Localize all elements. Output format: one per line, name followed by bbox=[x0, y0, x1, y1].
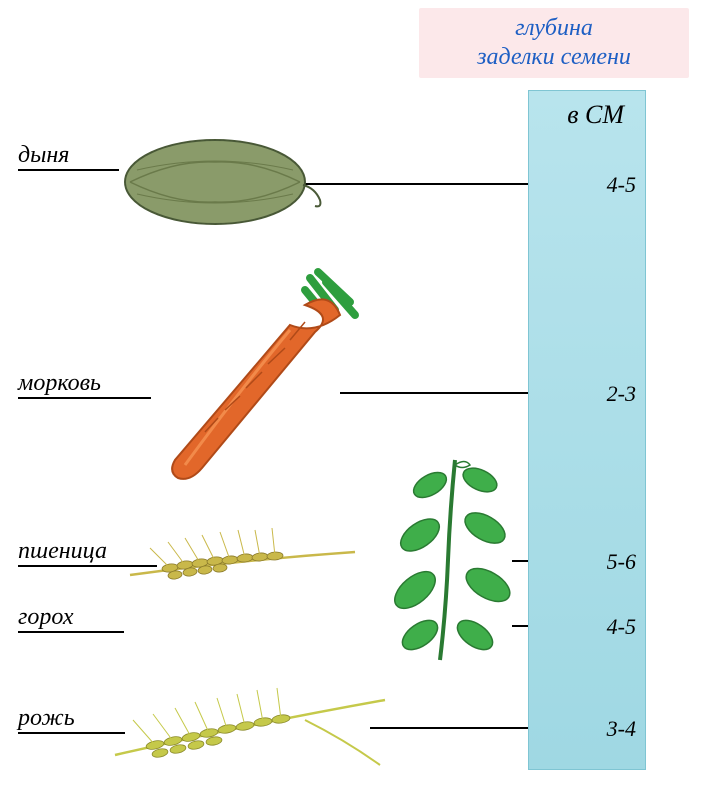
label-carrot: морковь bbox=[18, 370, 151, 399]
depth-rye: 3-4 bbox=[607, 716, 636, 742]
tick-rye bbox=[512, 727, 528, 729]
header-line2: заделки семени bbox=[429, 43, 679, 72]
wheat-icon bbox=[120, 520, 360, 600]
depth-melon: 4-5 bbox=[607, 172, 636, 198]
header-box: глубина заделки семени bbox=[419, 8, 689, 78]
melon-icon bbox=[115, 130, 335, 240]
tick-melon bbox=[512, 183, 528, 185]
unit-label: в СМ bbox=[567, 100, 624, 130]
rye-icon bbox=[105, 670, 395, 785]
depth-wheat: 5-6 bbox=[607, 549, 636, 575]
pea-icon bbox=[370, 450, 540, 675]
depth-carrot: 2-3 bbox=[607, 381, 636, 407]
label-melon: дыня bbox=[18, 142, 119, 171]
carrot-icon bbox=[140, 260, 380, 495]
label-pea: горох bbox=[18, 604, 124, 633]
tick-carrot bbox=[512, 392, 528, 394]
depth-pea: 4-5 bbox=[607, 614, 636, 640]
header-line1: глубина bbox=[429, 14, 679, 43]
